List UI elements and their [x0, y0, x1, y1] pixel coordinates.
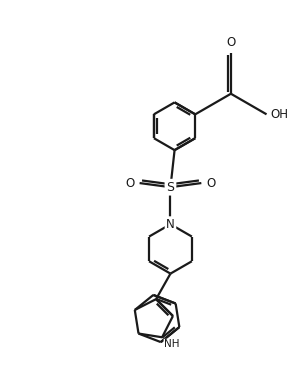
Text: S: S — [166, 181, 174, 194]
Text: OH: OH — [271, 108, 289, 121]
Text: O: O — [207, 177, 216, 190]
Text: O: O — [125, 177, 134, 190]
Text: NH: NH — [164, 340, 180, 349]
Text: N: N — [166, 218, 175, 231]
Text: O: O — [226, 36, 236, 49]
